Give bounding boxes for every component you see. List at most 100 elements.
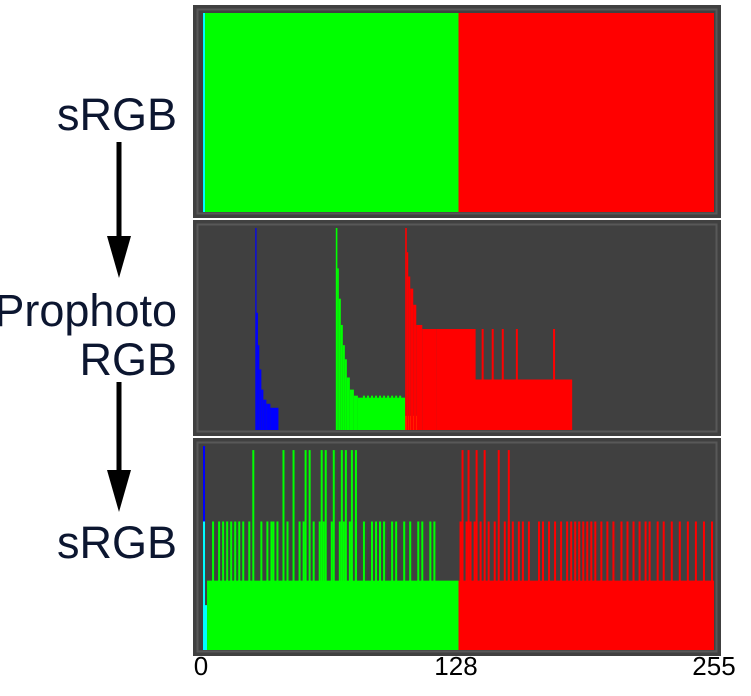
histogram-spike-green <box>286 521 289 650</box>
histogram-spike-red <box>459 521 462 650</box>
histogram-spike-green <box>354 450 357 650</box>
histogram-spike-red <box>443 329 446 430</box>
histogram-spike-red <box>497 450 500 650</box>
arrow-down-2-head <box>107 470 131 512</box>
histogram-bar-red <box>416 324 423 430</box>
histogram-spike-green <box>230 521 233 650</box>
histogram-spike-cyan <box>203 521 206 650</box>
histogram-bar-red <box>406 252 409 430</box>
histogram-spike-green <box>395 521 398 650</box>
histogram-spike-red <box>467 450 470 650</box>
histogram-spike-red <box>678 521 681 650</box>
histogram-bar-blue <box>263 399 267 430</box>
histogram-bar-red <box>410 288 414 430</box>
histogram-bar-green <box>342 345 345 430</box>
histogram-spike-green <box>272 521 275 650</box>
histogram-spike-green <box>362 395 365 430</box>
histogram-spike-green <box>324 450 327 650</box>
histogram-bar-red <box>408 276 411 430</box>
histogram-spike-green <box>387 395 390 430</box>
histogram-spike-green <box>252 450 255 650</box>
histogram-spike-red <box>656 521 659 650</box>
histogram-bar-red <box>413 304 417 430</box>
histogram-spike-green <box>348 521 351 650</box>
histogram-spike-green <box>340 450 343 650</box>
histogram-spike-green <box>302 521 305 650</box>
panel-inner-border <box>196 223 718 433</box>
histogram-spike-green <box>429 521 432 650</box>
histogram-spike-red <box>638 521 641 650</box>
panel-divider <box>193 436 721 438</box>
histogram-bar-green <box>346 377 350 430</box>
histogram-spike-green <box>375 521 378 650</box>
histogram-spike-green <box>282 450 285 650</box>
histogram-spike-red <box>459 329 462 430</box>
histogram-bar-blue <box>259 369 262 430</box>
histogram-spike-green <box>238 521 241 650</box>
histogram-spike-green <box>391 521 394 650</box>
histogram-bar-green <box>357 397 406 430</box>
histogram-spike-green <box>234 521 237 650</box>
histogram-spike-red <box>590 521 593 650</box>
histogram-bar-red <box>458 13 714 212</box>
histogram-spike-green <box>270 521 273 650</box>
histogram-spike-green <box>433 521 436 650</box>
histogram-bar-red <box>405 228 407 430</box>
histogram-spike-red <box>521 521 524 650</box>
histogram-spike-red <box>493 521 496 650</box>
histogram-spike-green <box>304 450 307 650</box>
histogram-bar-green <box>207 580 459 650</box>
histogram-spike-red <box>507 450 510 650</box>
histogram-spike-green <box>342 521 345 650</box>
histogram-spike-green <box>320 450 323 650</box>
histogram-spike-green <box>375 395 378 430</box>
histogram-bar-blue <box>261 389 264 430</box>
histogram-spike-green <box>266 521 269 650</box>
histogram-spike-red <box>537 521 540 650</box>
histogram-spike-red <box>463 329 466 430</box>
histogram-spike-green <box>276 521 279 650</box>
histogram-spike-red <box>553 329 556 430</box>
histogram-bar-red <box>422 329 437 430</box>
histogram-spike-red <box>465 521 468 650</box>
histogram-spike-green <box>379 395 382 430</box>
histogram-spike-red <box>491 329 494 430</box>
histogram-bar-green <box>349 389 354 430</box>
histogram-bar-blue <box>255 228 257 430</box>
histogram-spike-red <box>554 521 557 650</box>
histogram-spike-green <box>383 395 386 430</box>
histogram-spike-red <box>455 329 458 430</box>
histogram-spike-green <box>312 521 315 650</box>
histogram-spike-green <box>248 521 251 650</box>
histogram-spike-green <box>322 521 325 650</box>
histogram-spike-red <box>694 521 697 650</box>
histogram-spike-green <box>371 521 373 650</box>
histogram-spike-green <box>383 521 386 650</box>
histogram-spike-red <box>469 521 472 650</box>
histogram-spike-green <box>298 521 301 650</box>
x-tick-label-255: 255 <box>692 651 736 681</box>
label-srgb-bottom: sRGB <box>56 517 177 568</box>
histogram-bar-green <box>337 268 339 430</box>
histogram-spike-green <box>409 521 412 650</box>
histogram-spike-green <box>344 450 347 650</box>
histogram-spike-red <box>473 521 476 650</box>
histogram-spike-red <box>594 521 597 650</box>
histogram-spike-green <box>403 521 406 650</box>
histogram-spike-green <box>308 450 311 650</box>
histogram-spike-red <box>626 521 629 650</box>
histogram-spike-green <box>350 450 353 650</box>
histogram-spike-red <box>481 329 484 430</box>
histogram-spike-red <box>527 521 530 650</box>
histogram-bar-green <box>205 13 459 212</box>
histogram-spike-red <box>542 521 544 650</box>
histogram-spike-red <box>467 329 470 430</box>
histogram-spike-red <box>451 329 454 430</box>
arrow-down-1-shaft <box>116 142 122 238</box>
histogram-spike-green <box>371 395 373 430</box>
histogram-spike-red <box>515 329 518 430</box>
histogram-spike-red <box>511 521 514 650</box>
histogram-spike-green <box>366 395 369 430</box>
histogram-bar-green <box>335 228 338 430</box>
histogram-spike-red <box>578 521 581 650</box>
